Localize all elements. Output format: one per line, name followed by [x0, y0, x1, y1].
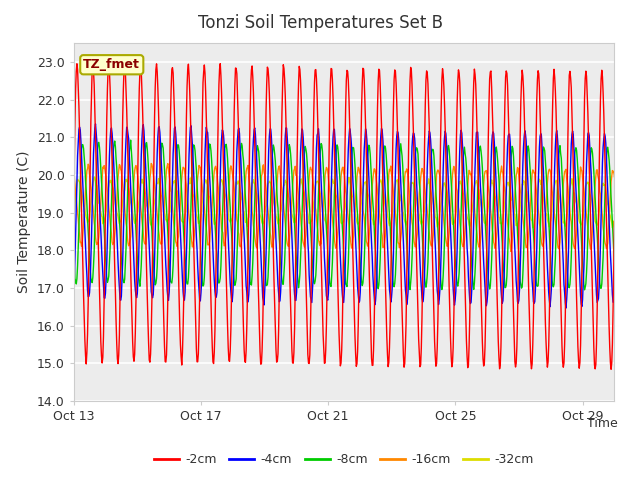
Text: Time: Time: [587, 417, 618, 430]
Y-axis label: Soil Temperature (C): Soil Temperature (C): [17, 151, 31, 293]
Text: Tonzi Soil Temperatures Set B: Tonzi Soil Temperatures Set B: [198, 14, 442, 33]
Legend: -2cm, -4cm, -8cm, -16cm, -32cm: -2cm, -4cm, -8cm, -16cm, -32cm: [149, 448, 539, 471]
Text: TZ_fmet: TZ_fmet: [83, 58, 140, 71]
